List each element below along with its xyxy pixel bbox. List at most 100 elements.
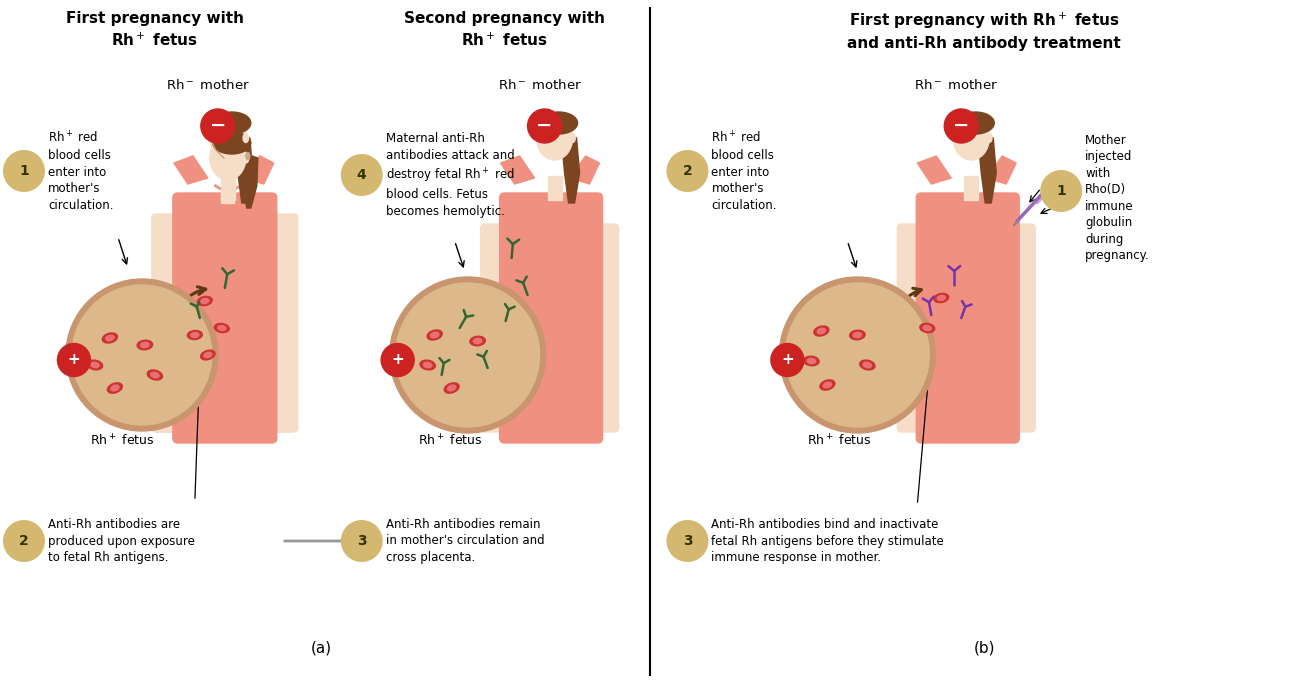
FancyBboxPatch shape bbox=[591, 224, 618, 432]
Ellipse shape bbox=[147, 370, 162, 380]
Circle shape bbox=[666, 150, 708, 192]
Text: First pregnancy with Rh$^+$ fetus
and anti-Rh antibody treatment: First pregnancy with Rh$^+$ fetus and an… bbox=[847, 11, 1121, 51]
Text: +: + bbox=[781, 352, 794, 367]
Ellipse shape bbox=[807, 359, 816, 363]
Ellipse shape bbox=[138, 340, 152, 350]
Text: Maternal anti-Rh
antibodies attack and
destroy fetal Rh$^+$ red
blood cells. Fet: Maternal anti-Rh antibodies attack and d… bbox=[386, 133, 514, 218]
Ellipse shape bbox=[110, 385, 120, 391]
Text: +: + bbox=[68, 352, 81, 367]
Ellipse shape bbox=[444, 382, 459, 393]
Ellipse shape bbox=[105, 335, 114, 341]
Ellipse shape bbox=[197, 296, 212, 305]
FancyBboxPatch shape bbox=[153, 224, 179, 432]
Ellipse shape bbox=[200, 350, 216, 360]
Ellipse shape bbox=[103, 333, 117, 343]
Polygon shape bbox=[561, 133, 579, 203]
Text: Rh$^-$ mother: Rh$^-$ mother bbox=[166, 78, 249, 92]
Ellipse shape bbox=[151, 372, 158, 378]
Circle shape bbox=[944, 109, 978, 143]
Polygon shape bbox=[244, 156, 274, 184]
Ellipse shape bbox=[804, 357, 820, 366]
Text: Rh$^+$ fetus: Rh$^+$ fetus bbox=[418, 433, 482, 448]
FancyBboxPatch shape bbox=[916, 193, 1020, 443]
Text: 2: 2 bbox=[682, 164, 692, 178]
Circle shape bbox=[381, 344, 414, 376]
Circle shape bbox=[666, 520, 708, 562]
Ellipse shape bbox=[956, 112, 994, 134]
Ellipse shape bbox=[214, 324, 230, 333]
Circle shape bbox=[71, 285, 212, 425]
Polygon shape bbox=[178, 156, 205, 183]
Text: Rh$^+$ fetus: Rh$^+$ fetus bbox=[808, 433, 872, 448]
Ellipse shape bbox=[427, 330, 442, 340]
Polygon shape bbox=[247, 156, 271, 183]
Ellipse shape bbox=[824, 382, 831, 388]
Text: First pregnancy with
Rh$^+$ fetus: First pregnancy with Rh$^+$ fetus bbox=[66, 11, 244, 49]
Ellipse shape bbox=[953, 116, 990, 160]
Ellipse shape bbox=[108, 382, 122, 393]
Polygon shape bbox=[174, 156, 208, 184]
FancyBboxPatch shape bbox=[548, 176, 561, 200]
Text: Rh$^+$ fetus: Rh$^+$ fetus bbox=[90, 433, 155, 448]
FancyBboxPatch shape bbox=[500, 193, 603, 443]
Circle shape bbox=[340, 520, 383, 562]
Ellipse shape bbox=[420, 360, 435, 370]
Polygon shape bbox=[240, 153, 257, 208]
FancyBboxPatch shape bbox=[481, 224, 508, 432]
Polygon shape bbox=[917, 156, 951, 184]
Circle shape bbox=[340, 154, 383, 196]
Polygon shape bbox=[235, 133, 253, 203]
Ellipse shape bbox=[430, 332, 439, 338]
Ellipse shape bbox=[934, 294, 948, 303]
Ellipse shape bbox=[920, 324, 935, 333]
Circle shape bbox=[786, 283, 929, 427]
Ellipse shape bbox=[539, 112, 578, 134]
FancyBboxPatch shape bbox=[266, 224, 292, 432]
FancyBboxPatch shape bbox=[221, 176, 235, 200]
Text: 4: 4 bbox=[357, 168, 366, 182]
Ellipse shape bbox=[536, 116, 573, 160]
Ellipse shape bbox=[924, 326, 931, 331]
Ellipse shape bbox=[850, 330, 865, 339]
Circle shape bbox=[201, 109, 235, 143]
Polygon shape bbox=[978, 133, 996, 203]
Circle shape bbox=[1040, 170, 1082, 212]
Ellipse shape bbox=[91, 362, 99, 367]
Text: Anti-Rh antibodies remain
in mother's circulation and
cross placenta.: Anti-Rh antibodies remain in mother's ci… bbox=[386, 518, 544, 564]
Ellipse shape bbox=[863, 362, 872, 367]
Text: 1: 1 bbox=[19, 164, 29, 178]
Text: −: − bbox=[536, 115, 553, 135]
Text: (b): (b) bbox=[973, 641, 995, 656]
Text: −: − bbox=[209, 115, 226, 135]
Text: 2: 2 bbox=[19, 534, 29, 548]
Ellipse shape bbox=[140, 342, 149, 348]
Ellipse shape bbox=[243, 153, 249, 163]
Ellipse shape bbox=[937, 296, 946, 301]
Circle shape bbox=[396, 283, 539, 427]
Polygon shape bbox=[500, 156, 535, 184]
Ellipse shape bbox=[187, 331, 203, 339]
FancyBboxPatch shape bbox=[221, 181, 234, 203]
Text: +: + bbox=[391, 352, 404, 367]
Ellipse shape bbox=[210, 116, 246, 160]
Ellipse shape bbox=[470, 336, 486, 346]
Circle shape bbox=[3, 150, 45, 192]
FancyBboxPatch shape bbox=[271, 214, 297, 432]
Circle shape bbox=[390, 277, 546, 433]
Ellipse shape bbox=[498, 296, 582, 400]
Circle shape bbox=[3, 520, 45, 562]
FancyBboxPatch shape bbox=[173, 193, 277, 443]
Ellipse shape bbox=[853, 333, 861, 337]
Text: 3: 3 bbox=[357, 534, 366, 548]
Text: Anti-Rh antibodies are
produced upon exposure
to fetal Rh antigens.: Anti-Rh antibodies are produced upon exp… bbox=[48, 518, 195, 564]
Text: Mother
injected
with
Rho(D)
immune
globulin
during
pregnancy.: Mother injected with Rho(D) immune globu… bbox=[1085, 134, 1150, 262]
Ellipse shape bbox=[204, 352, 212, 358]
Text: 1: 1 bbox=[1056, 184, 1066, 198]
Text: Rh$^+$ red
blood cells
enter into
mother's
circulation.: Rh$^+$ red blood cells enter into mother… bbox=[48, 130, 113, 212]
Ellipse shape bbox=[201, 298, 209, 303]
Circle shape bbox=[57, 344, 91, 376]
Ellipse shape bbox=[817, 329, 826, 334]
Ellipse shape bbox=[87, 360, 103, 370]
Text: 3: 3 bbox=[683, 534, 692, 548]
Text: (a): (a) bbox=[312, 641, 333, 656]
